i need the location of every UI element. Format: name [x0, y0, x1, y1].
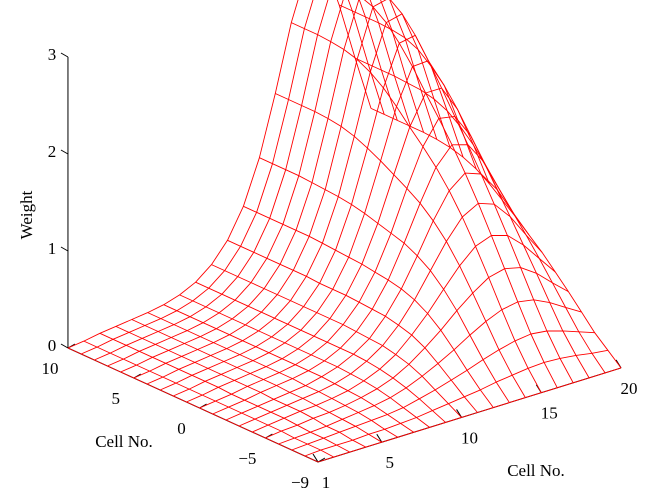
mesh-line-x1	[67, 347, 319, 463]
mesh-line-x6	[147, 312, 399, 438]
mesh-line-y7	[107, 0, 411, 367]
mesh-line-y2	[173, 60, 477, 397]
mesh-line-y-9	[317, 367, 622, 463]
y-tick-label: −5	[238, 449, 256, 468]
z-tick-label: 2	[48, 142, 57, 161]
x-tick-label: 5	[386, 453, 395, 472]
z-tick	[60, 52, 69, 58]
mesh-line-x11	[227, 239, 478, 413]
mesh-line-x10	[211, 264, 462, 418]
mesh-line-x16	[363, 0, 558, 389]
y-tick-label: 0	[177, 419, 186, 438]
x-tick-label: 20	[621, 379, 638, 398]
mesh-line-x13	[259, 157, 510, 403]
y-tick-label: 5	[112, 389, 121, 408]
mesh-line-y-3	[238, 202, 543, 427]
z-tick	[60, 149, 69, 155]
mesh-line-y4	[146, 13, 451, 385]
z-tick-label: 1	[48, 239, 57, 258]
mesh-line-y10	[67, 0, 372, 349]
mesh-line-x8	[179, 294, 430, 428]
x-tick-label: 10	[461, 428, 478, 447]
mesh-line-x2	[83, 340, 335, 458]
mesh-line-x5	[131, 319, 383, 443]
mesh-line-y-4	[252, 234, 556, 433]
mesh-line-x4	[115, 325, 367, 448]
mesh-line-y5	[133, 0, 438, 379]
z-tick	[60, 246, 69, 252]
mesh-line-y-7	[291, 330, 595, 451]
x-axis-label: Cell No.	[507, 461, 565, 480]
mesh-line-x19	[354, 57, 606, 374]
mesh-line-x15	[291, 22, 542, 393]
z-tick-label: 3	[48, 45, 57, 64]
y-tick-label: 10	[41, 359, 58, 378]
surface-mesh	[67, 0, 622, 463]
mesh-line-x20	[370, 107, 622, 369]
y-axis-label: Cell No.	[95, 432, 153, 451]
mesh-line-y3	[159, 34, 464, 391]
x-tick	[376, 433, 383, 443]
mesh-line-y1	[186, 87, 490, 403]
mesh-line-y-8	[304, 349, 608, 457]
mesh-line-y-2	[225, 172, 530, 421]
mesh-line-x3	[99, 332, 351, 453]
mesh-line-x14	[275, 93, 526, 398]
mesh-line-x7	[163, 304, 414, 433]
axis-labels: Weight Cell No. Cell No.	[17, 190, 565, 480]
z-axis-label: Weight	[17, 190, 36, 239]
x-tick-label: 1	[322, 473, 331, 492]
x-tick	[312, 453, 319, 463]
mesh-line-y-5	[265, 267, 569, 439]
x-tick-label: 15	[541, 404, 558, 423]
mesh-line-y8	[94, 0, 398, 361]
mesh-line-x12	[243, 205, 494, 408]
z-tick-label: 0	[48, 336, 57, 355]
mesh-line-x18	[338, 4, 590, 379]
mesh-line-y6	[120, 0, 425, 373]
mesh-line-y9	[80, 0, 385, 355]
mesh-line-x9	[195, 281, 446, 423]
mesh-line-y-6	[278, 299, 582, 445]
y-tick-label: −9	[291, 473, 309, 492]
mesh-line-x17	[389, 0, 574, 384]
z-tick	[60, 343, 69, 349]
mesh-line-y-1	[212, 144, 517, 415]
